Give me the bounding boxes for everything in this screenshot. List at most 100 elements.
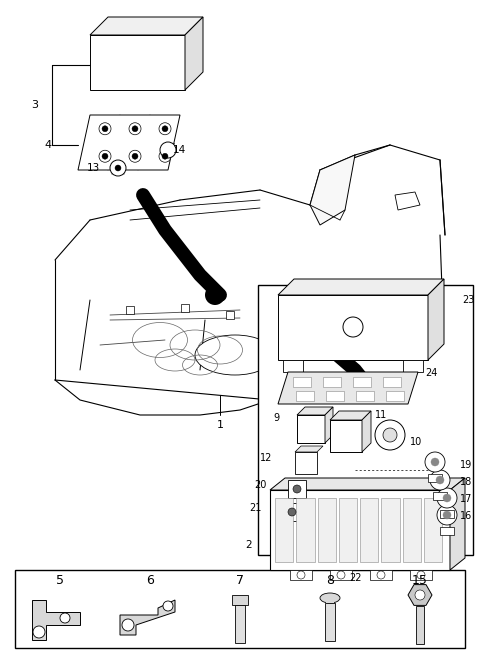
Circle shape [110, 160, 126, 176]
Bar [15, 570, 465, 648]
Bar [317, 498, 336, 562]
Bar [293, 377, 311, 387]
Bar [381, 498, 399, 562]
Text: 1: 1 [216, 420, 224, 430]
Polygon shape [32, 600, 80, 640]
Polygon shape [278, 295, 428, 360]
Text: 12: 12 [260, 453, 272, 463]
Bar [296, 391, 314, 401]
Bar [126, 306, 134, 314]
Bar [403, 498, 421, 562]
Text: 17: 17 [460, 494, 472, 504]
Text: 22: 22 [349, 573, 361, 583]
Bar [353, 377, 371, 387]
Polygon shape [278, 372, 418, 404]
Bar [330, 570, 352, 580]
Bar [339, 498, 357, 562]
Polygon shape [310, 155, 355, 225]
Circle shape [375, 420, 405, 450]
Bar [226, 311, 234, 319]
Bar [258, 285, 473, 555]
Polygon shape [185, 17, 203, 90]
Text: 10: 10 [410, 437, 422, 447]
Text: 9: 9 [274, 413, 280, 423]
Circle shape [60, 613, 70, 623]
Bar [383, 377, 401, 387]
Circle shape [115, 165, 121, 171]
Circle shape [343, 317, 363, 337]
Text: 23: 23 [462, 295, 474, 305]
Polygon shape [295, 446, 323, 452]
Polygon shape [295, 452, 317, 474]
Text: 4: 4 [45, 140, 52, 150]
Circle shape [205, 285, 225, 305]
Circle shape [430, 470, 450, 490]
Text: 14: 14 [173, 145, 186, 155]
Bar [403, 360, 423, 372]
Text: 15: 15 [412, 575, 428, 588]
Text: 5: 5 [56, 575, 64, 588]
Circle shape [431, 458, 439, 466]
Bar [326, 391, 344, 401]
Circle shape [437, 505, 457, 525]
Bar [283, 360, 303, 372]
Polygon shape [428, 279, 444, 360]
Circle shape [337, 571, 345, 579]
Ellipse shape [195, 335, 275, 375]
Circle shape [417, 571, 425, 579]
Circle shape [122, 619, 134, 631]
Bar [296, 498, 314, 562]
Circle shape [129, 123, 141, 134]
Bar [440, 510, 454, 518]
Bar [326, 598, 334, 603]
Text: 3: 3 [32, 100, 38, 110]
Bar [416, 606, 424, 644]
Polygon shape [408, 584, 432, 605]
Polygon shape [450, 478, 465, 570]
Text: 20: 20 [254, 480, 267, 490]
Circle shape [377, 571, 385, 579]
Circle shape [162, 154, 168, 159]
Polygon shape [105, 23, 140, 35]
Bar [370, 570, 392, 580]
Circle shape [163, 601, 173, 611]
Circle shape [297, 571, 305, 579]
Circle shape [437, 488, 457, 508]
Text: 11: 11 [375, 410, 387, 420]
Bar [433, 492, 447, 500]
Polygon shape [120, 600, 175, 635]
Polygon shape [330, 411, 371, 420]
Polygon shape [325, 407, 333, 443]
Bar [235, 605, 245, 643]
Circle shape [132, 126, 138, 132]
Circle shape [415, 590, 425, 600]
Bar [290, 570, 312, 580]
Bar [232, 595, 248, 605]
Bar [410, 570, 432, 580]
Ellipse shape [320, 593, 340, 603]
Circle shape [159, 150, 171, 162]
Bar [356, 391, 374, 401]
Text: 19: 19 [460, 460, 472, 470]
Bar [181, 304, 189, 312]
Circle shape [132, 154, 138, 159]
Circle shape [102, 126, 108, 132]
Circle shape [383, 428, 397, 442]
Text: 7: 7 [236, 575, 244, 588]
Polygon shape [297, 407, 333, 415]
Polygon shape [278, 279, 444, 295]
Polygon shape [297, 415, 325, 443]
Circle shape [443, 494, 451, 502]
Bar [275, 498, 293, 562]
Polygon shape [90, 17, 203, 35]
Polygon shape [288, 480, 306, 498]
Circle shape [33, 626, 45, 638]
Circle shape [102, 154, 108, 159]
Polygon shape [283, 503, 301, 521]
Bar [424, 498, 442, 562]
Text: 2: 2 [245, 540, 252, 550]
Polygon shape [270, 490, 450, 570]
Circle shape [129, 150, 141, 162]
Circle shape [443, 511, 451, 519]
Circle shape [288, 508, 296, 516]
